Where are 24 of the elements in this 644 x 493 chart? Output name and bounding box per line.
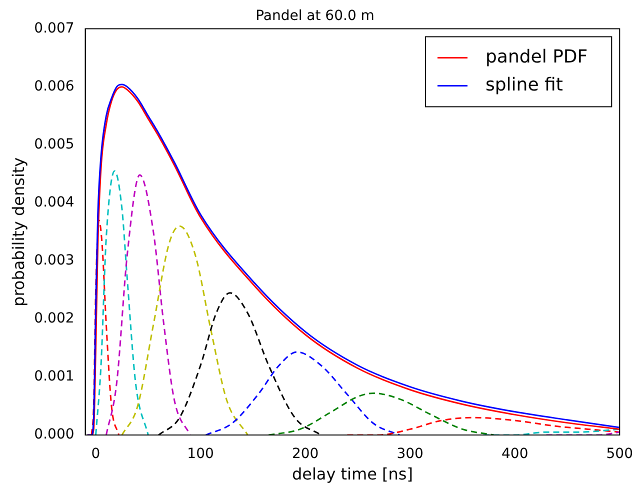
x-tick-label: 100	[187, 446, 214, 462]
line-series	[95, 170, 149, 435]
x-tick-label: 300	[396, 446, 424, 462]
y-tick-label: 0.006	[34, 78, 74, 94]
x-tick-label: 400	[501, 446, 528, 462]
y-axis-title: probability density	[8, 157, 28, 306]
y-tick-label: 0.004	[34, 194, 74, 211]
legend-label: pandel PDF	[485, 46, 588, 68]
y-tick-label: 0.002	[34, 310, 74, 327]
x-axis-title: delay time [ns]	[292, 464, 413, 484]
line-series	[121, 225, 248, 435]
y-tick-label: 0.001	[34, 368, 74, 385]
y-tick-label: 0.000	[34, 426, 74, 443]
y-tick-label: 0.003	[34, 252, 74, 269]
legend-label: spline fit	[485, 74, 563, 96]
x-tick-label: 0	[91, 446, 100, 462]
line-series	[268, 392, 495, 435]
line-series	[205, 351, 400, 435]
y-tick-label: 0.007	[34, 20, 74, 36]
chart-title: Pandel at 60.0 m	[256, 8, 374, 24]
y-tick-label: 0.005	[34, 136, 74, 152]
line-series	[105, 174, 191, 435]
x-tick-label: 500	[606, 446, 634, 462]
x-tick-label: 200	[292, 446, 319, 462]
